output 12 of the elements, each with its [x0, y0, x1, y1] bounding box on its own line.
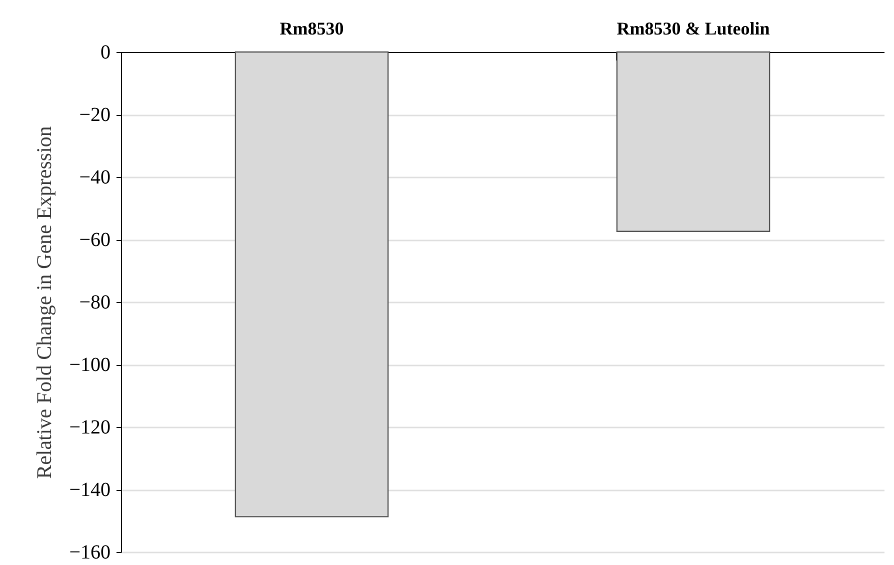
x-tick-label: Rm8530 & Luteolin [616, 18, 770, 38]
y-tick-label: −120 [69, 416, 110, 438]
y-tick-label: −140 [69, 479, 110, 501]
y-tick-label: −20 [79, 104, 110, 126]
y-axis-title: Relative Fold Change in Gene Expression [32, 126, 56, 479]
y-tick-label: −80 [79, 292, 110, 314]
y-tick-label: −60 [79, 229, 110, 251]
y-tick-label: 0 [100, 42, 110, 64]
y-tick-label: −100 [69, 354, 110, 376]
y-tick-label: −40 [79, 166, 110, 188]
x-tick-label: Rm8530 [280, 18, 344, 38]
y-tick-label: −160 [69, 542, 110, 564]
